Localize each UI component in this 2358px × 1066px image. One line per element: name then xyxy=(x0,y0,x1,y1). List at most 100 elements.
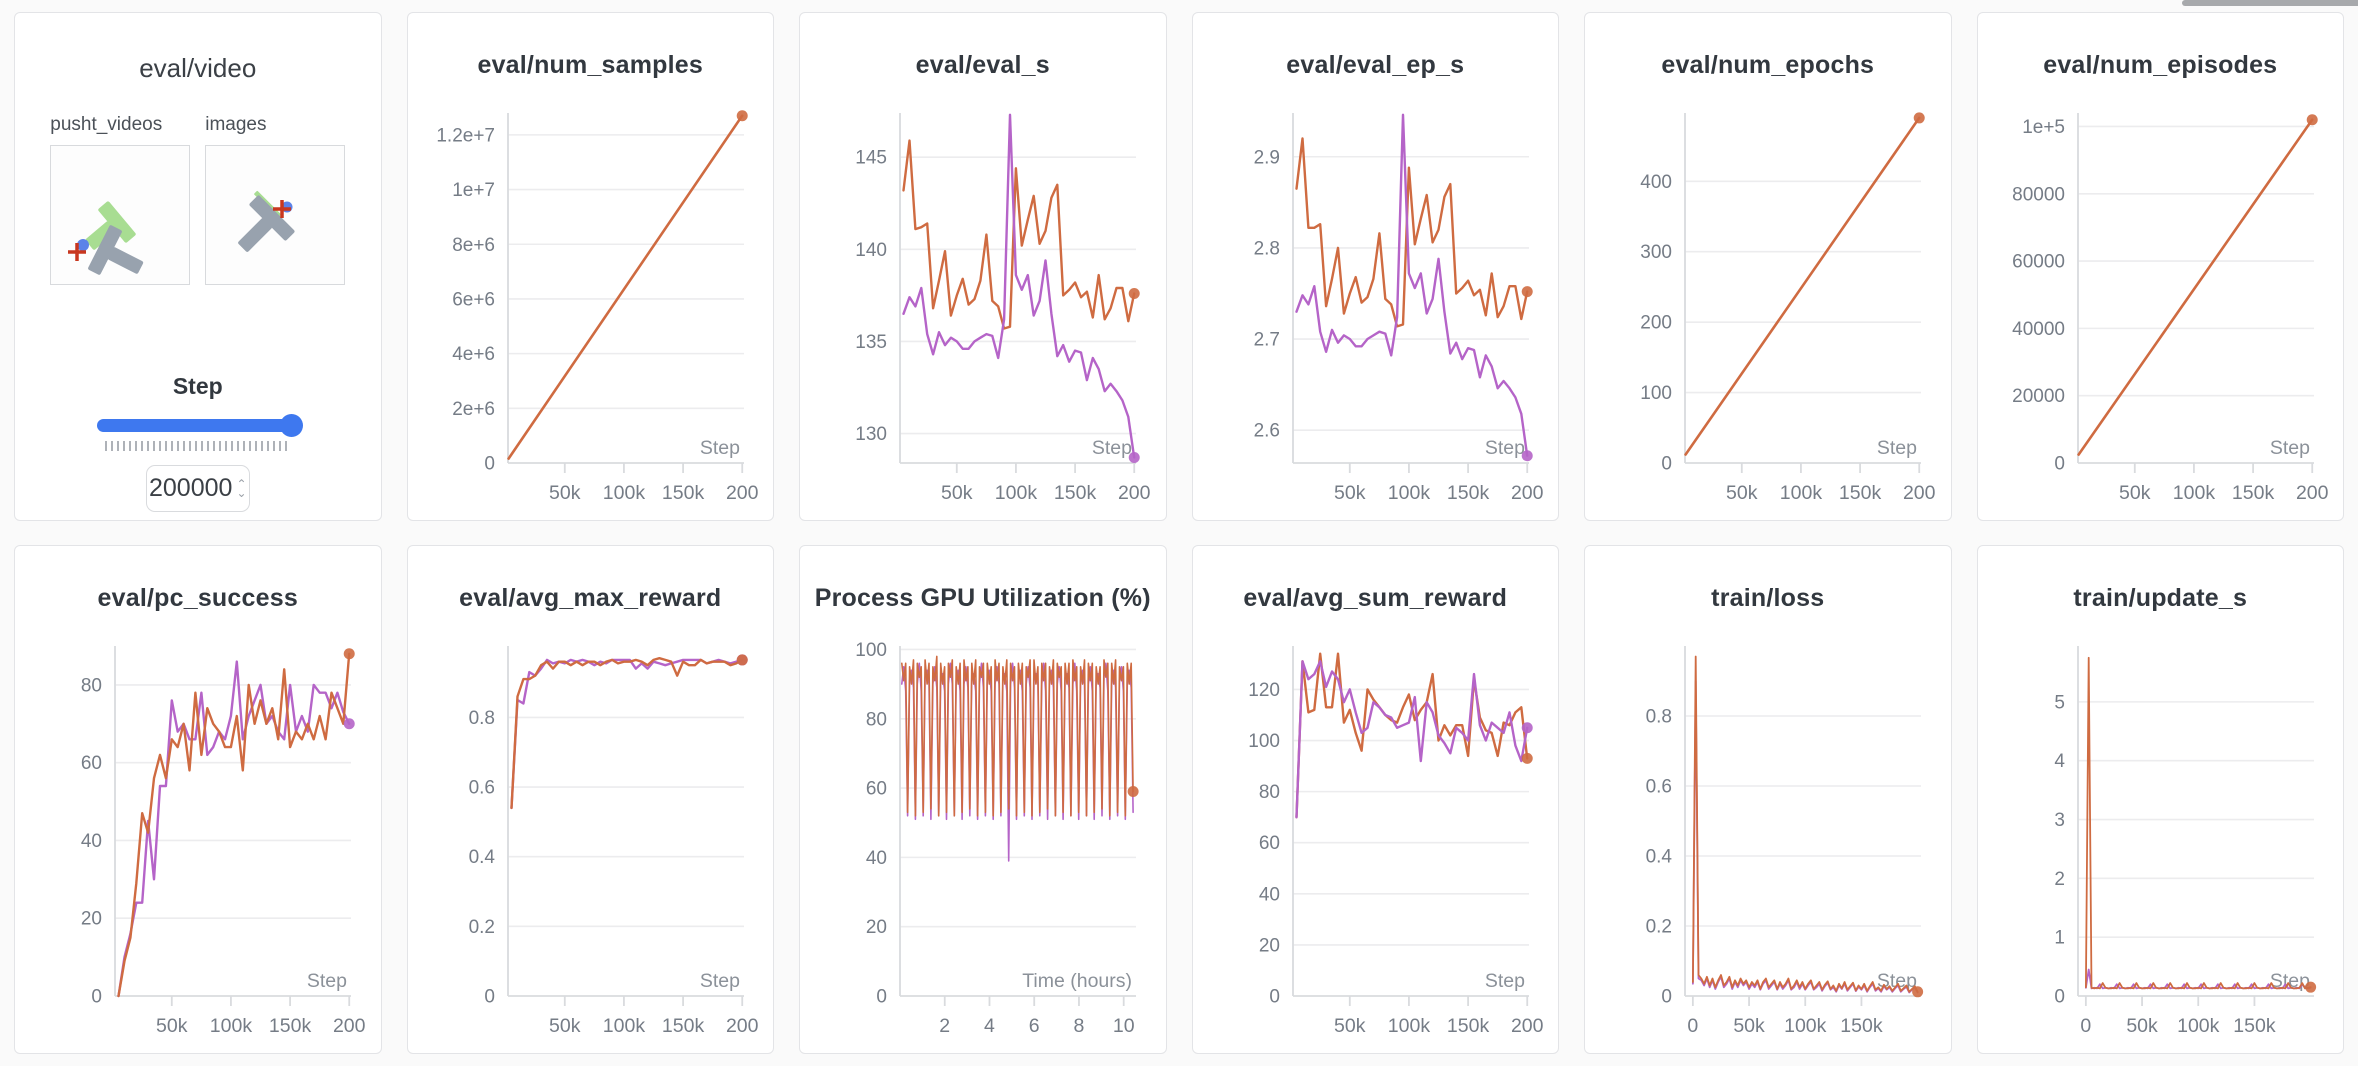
svg-text:80: 80 xyxy=(81,675,102,696)
step-slider-track[interactable] xyxy=(96,419,299,432)
svg-text:200: 200 xyxy=(1903,482,1936,504)
svg-text:Step: Step xyxy=(699,437,739,459)
svg-text:150k: 150k xyxy=(269,1015,312,1037)
svg-text:130: 130 xyxy=(855,424,887,445)
svg-text:100: 100 xyxy=(1640,383,1672,404)
svg-text:80000: 80000 xyxy=(2012,184,2065,205)
panel-eval-video: eval/video pusht_videos xyxy=(14,12,382,521)
svg-text:40: 40 xyxy=(1258,884,1279,905)
chart-eval-num-episodes[interactable]: 0 20000 40000 60000 80000 1e+5 50k 100k 150k 200 S… xyxy=(1978,77,2345,520)
chart-title: eval/num_episodes xyxy=(2043,51,2278,79)
panel-eval-num-episodes: eval/num_episodes 0 20000 40000 60000 80000 1e… xyxy=(1976,12,2345,521)
svg-text:0.4: 0.4 xyxy=(1646,846,1673,867)
chart-title: train/loss xyxy=(1711,583,1825,612)
svg-text:200: 200 xyxy=(2295,482,2328,504)
step-input-value[interactable]: 200000 xyxy=(149,474,233,502)
svg-text:0.4: 0.4 xyxy=(468,847,495,868)
svg-text:0: 0 xyxy=(484,986,495,1007)
chart-title: eval/avg_sum_reward xyxy=(1243,583,1508,612)
chart-eval-num-samples[interactable]: 0 2e+6 4e+6 6e+6 8e+6 1e+7 1.2e+7 50k 100k 150k 20… xyxy=(408,77,775,520)
svg-text:80: 80 xyxy=(1258,782,1279,803)
chart-title: Process GPU Utilization (%) xyxy=(814,583,1151,612)
step-slider[interactable] xyxy=(96,414,303,438)
chart-eval-num-epochs[interactable]: 0 100 200 300 400 50k 100k 150k 200 Step xyxy=(1585,77,1952,520)
step-stepper-arrows[interactable]: ⌃ ⌄ xyxy=(236,478,247,500)
panel-eval-avg-max-reward: eval/avg_max_reward 0 0.2 0.4 0.6 0.8 50k 100k 1… xyxy=(406,544,775,1054)
svg-text:2.9: 2.9 xyxy=(1253,147,1279,168)
svg-text:40000: 40000 xyxy=(2012,319,2065,340)
svg-text:150k: 150k xyxy=(2231,482,2274,504)
svg-text:0: 0 xyxy=(876,986,887,1007)
svg-text:100k: 100k xyxy=(995,482,1038,504)
media-label-pusht-videos: pusht_videos xyxy=(50,114,163,135)
svg-text:2.6: 2.6 xyxy=(1253,421,1279,442)
step-slider-label: Step xyxy=(172,373,223,399)
svg-text:200: 200 xyxy=(1118,482,1151,504)
svg-text:4e+6: 4e+6 xyxy=(452,344,495,365)
svg-text:4: 4 xyxy=(2054,751,2065,772)
svg-text:40: 40 xyxy=(81,830,102,851)
step-slider-ticks xyxy=(104,441,291,451)
svg-text:50k: 50k xyxy=(1334,1015,1366,1037)
panel-train-update-s: train/update_s 0 1 2 3 4 5 0 50k 100k 150k Step xyxy=(1976,544,2345,1054)
svg-text:100k: 100k xyxy=(210,1015,253,1037)
panel-train-loss: train/loss 0 0.2 0.4 0.6 0.8 0 50k 100k 150k Step xyxy=(1584,544,1952,1054)
step-input[interactable]: 200000 ⌃ ⌄ xyxy=(145,465,250,512)
video-panel-title: eval/video xyxy=(139,53,257,83)
svg-text:2e+6: 2e+6 xyxy=(452,399,495,420)
panel-eval-eval-s: eval/eval_s 130 135 140 145 50k 100k 150k 200 Ste… xyxy=(799,12,1167,521)
svg-text:Step: Step xyxy=(699,970,739,992)
step-slider-thumb[interactable] xyxy=(279,414,303,437)
svg-text:100: 100 xyxy=(1248,731,1280,752)
chart-eval-pc-success[interactable]: 0 20 40 60 80 50k 100k 150k 200 Step xyxy=(15,610,382,1053)
chart-eval-avg-max-reward[interactable]: 0 0.2 0.4 0.6 0.8 50k 100k 150k 200 Step xyxy=(408,610,775,1053)
step-decrement-icon: ⌄ xyxy=(236,485,247,500)
svg-text:2.7: 2.7 xyxy=(1253,330,1279,351)
svg-text:Step: Step xyxy=(1092,437,1132,459)
horizontal-scrollbar[interactable] xyxy=(2182,0,2358,6)
panel-eval-eval-ep-s: eval/eval_ep_s 2.6 2.7 2.8 2.9 50k 100k 150k 200… xyxy=(1191,12,1560,521)
svg-text:0.8: 0.8 xyxy=(1646,706,1672,727)
svg-text:0.2: 0.2 xyxy=(468,916,494,937)
chart-title: eval/eval_s xyxy=(915,51,1050,79)
svg-text:200: 200 xyxy=(1510,1015,1543,1037)
svg-text:100k: 100k xyxy=(1387,1015,1430,1037)
svg-text:Step: Step xyxy=(2269,437,2309,459)
svg-text:200: 200 xyxy=(1640,313,1672,334)
svg-text:Time (hours): Time (hours) xyxy=(1022,970,1132,992)
svg-text:Step: Step xyxy=(1484,970,1524,992)
svg-text:8: 8 xyxy=(1074,1015,1085,1037)
svg-text:20: 20 xyxy=(866,917,887,938)
svg-text:60: 60 xyxy=(866,778,887,799)
svg-text:0: 0 xyxy=(2054,454,2065,475)
chart-process-gpu-utilization[interactable]: 0 20 40 60 80 100 2 4 6 8 10 Time (hours) xyxy=(800,610,1167,1053)
svg-text:150k: 150k xyxy=(1840,1015,1883,1037)
panel-eval-num-samples: eval/num_samples 0 2e+6 4e+6 6e+6 8e+6 1e+7 1.2… xyxy=(406,12,775,521)
chart-eval-eval-s[interactable]: 130 135 140 145 50k 100k 150k 200 Step xyxy=(800,77,1167,520)
pusht-agent-dot xyxy=(77,239,90,251)
pusht-video-thumbnail[interactable] xyxy=(50,145,191,285)
chart-eval-avg-sum-reward[interactable]: 0 20 40 60 80 100 120 50k 100k 150k 200 Step xyxy=(1193,610,1560,1053)
svg-text:1.2e+7: 1.2e+7 xyxy=(436,125,495,146)
svg-text:4: 4 xyxy=(984,1015,995,1037)
svg-text:100: 100 xyxy=(855,639,887,660)
svg-text:20: 20 xyxy=(1258,935,1279,956)
svg-text:0: 0 xyxy=(1661,454,1672,475)
svg-text:50k: 50k xyxy=(941,482,973,504)
svg-text:150k: 150k xyxy=(1054,482,1097,504)
svg-text:100k: 100k xyxy=(2172,482,2215,504)
chart-eval-eval-ep-s[interactable]: 2.6 2.7 2.8 2.9 50k 100k 150k 200 Step xyxy=(1193,77,1560,520)
svg-text:0: 0 xyxy=(91,986,102,1007)
media-row: pusht_videos xyxy=(15,114,381,285)
svg-text:0.8: 0.8 xyxy=(468,707,494,728)
panel-eval-pc-success: eval/pc_success 0 20 40 60 80 50k 100k 150k 200 St… xyxy=(14,544,382,1054)
images-thumbnail[interactable] xyxy=(205,145,346,285)
svg-text:100k: 100k xyxy=(1387,482,1430,504)
svg-text:50k: 50k xyxy=(1334,482,1366,504)
svg-text:40: 40 xyxy=(866,847,887,868)
svg-text:100k: 100k xyxy=(602,1015,645,1037)
svg-text:140: 140 xyxy=(855,240,887,261)
svg-text:0: 0 xyxy=(1661,986,1672,1007)
